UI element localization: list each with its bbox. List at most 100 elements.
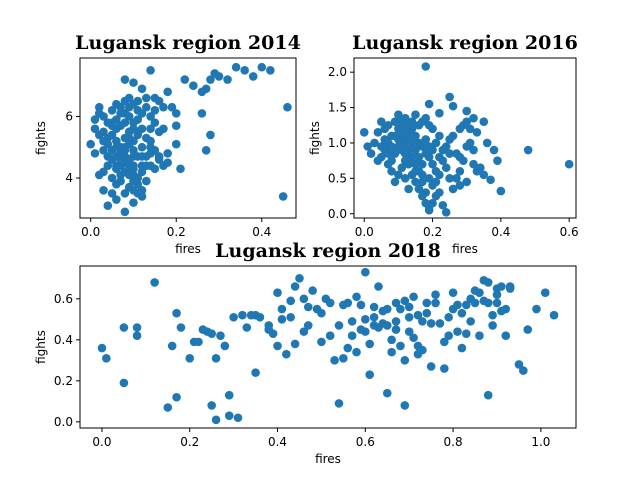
data-point — [411, 177, 420, 187]
data-point — [440, 364, 449, 373]
data-point — [99, 136, 108, 146]
x-tick-label: 0.2 — [180, 435, 199, 449]
data-point — [374, 282, 383, 291]
data-point — [431, 290, 440, 300]
data-point — [414, 184, 424, 194]
data-point — [461, 300, 471, 310]
data-point — [369, 302, 379, 312]
data-point — [382, 388, 392, 398]
data-point — [224, 411, 234, 421]
data-point — [366, 149, 376, 158]
data-point — [482, 138, 492, 148]
data-point — [461, 329, 471, 338]
data-point — [394, 170, 403, 180]
data-point — [94, 102, 104, 112]
data-point — [407, 152, 417, 162]
x-axis-label: fires — [315, 452, 341, 466]
data-point — [112, 195, 121, 204]
data-point — [455, 166, 465, 176]
data-point — [171, 139, 181, 149]
data-point — [488, 321, 497, 330]
data-point — [377, 117, 386, 127]
data-point — [99, 146, 108, 155]
data-point — [356, 325, 366, 334]
data-point — [120, 207, 130, 217]
x-tick-label: 0.0 — [92, 435, 111, 449]
data-point — [129, 152, 138, 161]
data-point — [146, 112, 155, 121]
data-point — [352, 347, 361, 357]
data-point — [489, 145, 499, 155]
data-point — [107, 118, 117, 127]
data-point — [330, 356, 339, 365]
data-point — [483, 298, 493, 308]
data-point — [383, 120, 393, 130]
data-point — [414, 152, 424, 162]
data-point — [564, 159, 574, 169]
data-point — [466, 317, 475, 326]
data-point — [176, 323, 186, 332]
data-point — [373, 156, 383, 165]
data-point — [150, 164, 160, 174]
data-point — [211, 353, 221, 363]
data-point — [465, 124, 475, 134]
data-point — [278, 192, 288, 201]
data-point — [159, 124, 168, 134]
data-point — [462, 106, 472, 116]
data-point — [240, 66, 249, 75]
data-point — [421, 135, 431, 144]
data-point — [448, 131, 458, 141]
data-point — [387, 156, 396, 165]
y-tick-label: 6 — [65, 109, 73, 123]
data-point — [129, 170, 138, 180]
data-point — [129, 118, 138, 127]
chart-1: 0.0 0.2 0.4 4 6 Lugansk region 2014 fires fight… — [34, 32, 301, 256]
data-point — [390, 131, 400, 141]
data-point — [154, 152, 164, 161]
data-point — [137, 84, 147, 94]
data-point — [312, 304, 322, 314]
x-tick-label: 1.0 — [531, 435, 550, 449]
data-point — [343, 298, 353, 308]
y-tick-label: 0.2 — [54, 374, 73, 388]
data-point — [133, 179, 143, 189]
data-point — [97, 343, 107, 353]
y-axis-label: fights — [308, 121, 322, 155]
data-point — [404, 184, 413, 194]
data-point — [497, 306, 506, 316]
data-point — [426, 362, 436, 371]
data-point — [94, 130, 104, 140]
data-point — [176, 164, 185, 174]
data-point — [146, 66, 155, 75]
data-point — [438, 156, 448, 165]
data-point — [453, 300, 462, 310]
data-point — [448, 101, 458, 111]
data-point — [167, 341, 177, 351]
data-point — [107, 189, 117, 198]
data-point — [428, 145, 437, 155]
data-point — [124, 127, 134, 137]
data-point — [137, 124, 147, 134]
data-point — [163, 403, 173, 412]
data-point — [120, 118, 130, 127]
data-point — [172, 308, 181, 318]
data-point — [129, 198, 138, 207]
data-point — [251, 310, 260, 320]
data-point — [116, 176, 125, 186]
data-point — [424, 99, 434, 109]
data-point — [424, 202, 434, 211]
data-point — [435, 319, 445, 328]
data-point — [146, 149, 155, 158]
data-point — [103, 201, 113, 210]
data-point — [277, 304, 287, 314]
data-point — [286, 296, 295, 306]
data-point — [129, 146, 138, 155]
chart-3: 0.0 0.2 0.4 0.6 0.8 1.0 0.0 0.2 0.4 0.6 Lugansk re… — [34, 240, 577, 466]
data-point — [400, 174, 410, 183]
data-point — [120, 152, 130, 161]
scatter-points — [86, 62, 292, 217]
data-point — [483, 390, 493, 400]
data-point — [132, 323, 142, 332]
data-point — [476, 163, 485, 173]
data-point — [197, 109, 207, 118]
